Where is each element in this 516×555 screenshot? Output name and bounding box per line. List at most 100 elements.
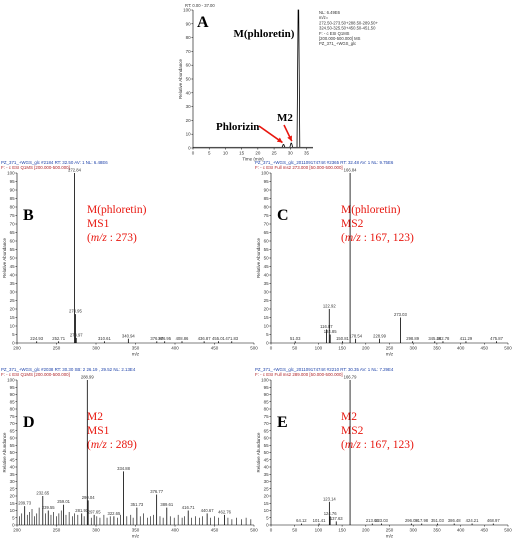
y-tick-label: 40	[264, 465, 270, 470]
x-axis-label: m/z	[132, 534, 140, 539]
y-tick-label: 35	[10, 281, 16, 286]
y-tick-label: 0	[188, 146, 191, 151]
y-tick-label: 80	[264, 205, 270, 210]
y-tick-label: 20	[10, 307, 16, 312]
annotation-line: MS1	[87, 425, 110, 437]
y-tick-label: 65	[10, 230, 16, 235]
x-tick-label: 450	[481, 528, 489, 533]
peak-label: 64.12	[296, 518, 307, 523]
peak-label: 228.99	[373, 333, 386, 338]
y-tick-label: 95	[10, 179, 16, 184]
peak-label: 122.92	[323, 304, 336, 309]
x-tick-label: 0	[192, 151, 195, 156]
y-tick-label: 20	[10, 494, 16, 499]
arrow-m2-head	[287, 135, 292, 142]
x-tick-label: 200	[13, 528, 21, 533]
x-tick-label: 250	[53, 528, 61, 533]
x-tick-label: 5	[208, 151, 211, 156]
y-tick-label: 50	[264, 256, 270, 261]
y-tick-label: 0	[12, 523, 15, 528]
peak-label: 362.78	[437, 336, 450, 341]
panel-letter-b: B	[23, 207, 34, 224]
y-tick-label: 50	[264, 450, 270, 455]
peak-label: 310.61	[98, 336, 111, 341]
peak-label: 51.03	[290, 336, 301, 341]
peak-label: 471.83	[225, 336, 238, 341]
y-tick-label: 60	[10, 239, 16, 244]
peak-label: 116.87	[320, 324, 333, 329]
y-tick-label: 70	[264, 421, 270, 426]
info-line: m/z=	[319, 15, 329, 20]
annotation-line: M2	[87, 411, 103, 423]
y-tick-label: 40	[10, 273, 16, 278]
peak-label: 475.87	[490, 336, 503, 341]
peak-label: 468.97	[487, 518, 500, 523]
y-tick-label: 15	[10, 315, 16, 320]
y-tick-label: 75	[10, 414, 16, 419]
y-tick-label: 20	[264, 307, 270, 312]
y-tick-label: 25	[10, 298, 16, 303]
spectrum-header: PZ_371_+WGS_glc_20110917474rt #2365 RT: …	[255, 160, 394, 165]
y-tick-label: 15	[264, 501, 270, 506]
x-tick-label: 15	[239, 151, 245, 156]
y-tick-label: 40	[10, 465, 16, 470]
annotation-line: (m/z : 273)	[87, 232, 137, 244]
y-tick-label: 80	[186, 35, 192, 40]
y-tick-label: 70	[10, 222, 16, 227]
y-tick-label: 100	[7, 171, 15, 176]
y-tick-label: 0	[266, 523, 269, 528]
peak-label: 209.73	[18, 501, 31, 506]
y-tick-label: 100	[261, 378, 269, 383]
y-tick-label: 55	[10, 443, 16, 448]
x-tick-label: 400	[457, 528, 465, 533]
x-tick-label: 250	[53, 346, 61, 351]
y-tick-label: 20	[186, 118, 192, 123]
peak-label: 232.65	[36, 491, 49, 496]
x-tick-label: 350	[132, 528, 140, 533]
y-tick-label: 75	[264, 213, 270, 218]
info-line: F: - c ESI Q1MS	[319, 31, 350, 36]
y-tick-label: 55	[264, 443, 270, 448]
y-tick-label: 30	[264, 479, 270, 484]
peak-label: 178.54	[349, 333, 362, 338]
peak-label: 239.55	[42, 505, 55, 510]
y-axis-label: Relative Abundance	[256, 237, 261, 278]
panel-c: 0 50 100 150 200 250 300 350 400 450 500 0 5 10 15 20 25…	[255, 160, 512, 357]
panel-letter-a: A	[197, 14, 209, 31]
x-tick-label: 350	[433, 346, 441, 351]
peak-label: 273.95	[69, 309, 82, 314]
y-tick-label: 100	[183, 8, 191, 13]
peak-label: 411.29	[460, 336, 473, 341]
x-tick-label: 400	[457, 346, 465, 351]
x-tick-label: 100	[315, 346, 323, 351]
panel-letter-c: C	[277, 207, 289, 224]
chromatogram-peak	[296, 9, 301, 148]
peak-label: 298.89	[406, 336, 419, 341]
spectrum-header: PZ_371_+WGS_glc #2184 RT: 32.50 AV: 1 NL…	[1, 160, 108, 165]
peak-label: 224.93	[30, 336, 43, 341]
x-axis-label: m/z	[386, 534, 394, 539]
panel-e: 0 50 100 150 200 250 300 350 400 450 500 0 5 10 15 20 25…	[255, 367, 512, 539]
annotation-line: MS2	[341, 218, 364, 230]
x-tick-label: 200	[13, 346, 21, 351]
annotation-phloretin: M(phloretin)	[233, 28, 294, 40]
y-tick-label: 25	[264, 298, 270, 303]
x-tick-label: 50	[292, 528, 298, 533]
annotation-m2: M2	[277, 112, 293, 124]
y-tick-label: 35	[264, 281, 270, 286]
y-tick-label: 95	[264, 385, 270, 390]
y-tick-label: 95	[264, 179, 270, 184]
y-tick-label: 5	[12, 515, 15, 520]
y-tick-label: 35	[10, 472, 16, 477]
x-axis-label: m/z	[132, 352, 140, 357]
x-tick-label: 250	[386, 528, 394, 533]
y-tick-label: 85	[264, 399, 270, 404]
y-tick-label: 55	[10, 247, 16, 252]
annotation-line: M(phloretin)	[87, 204, 147, 216]
peak-label: 386.48	[448, 518, 461, 523]
y-tick-label: 80	[264, 407, 270, 412]
y-tick-label: 60	[10, 436, 16, 441]
y-tick-label: 0	[12, 341, 15, 346]
y-tick-label: 10	[10, 324, 16, 329]
